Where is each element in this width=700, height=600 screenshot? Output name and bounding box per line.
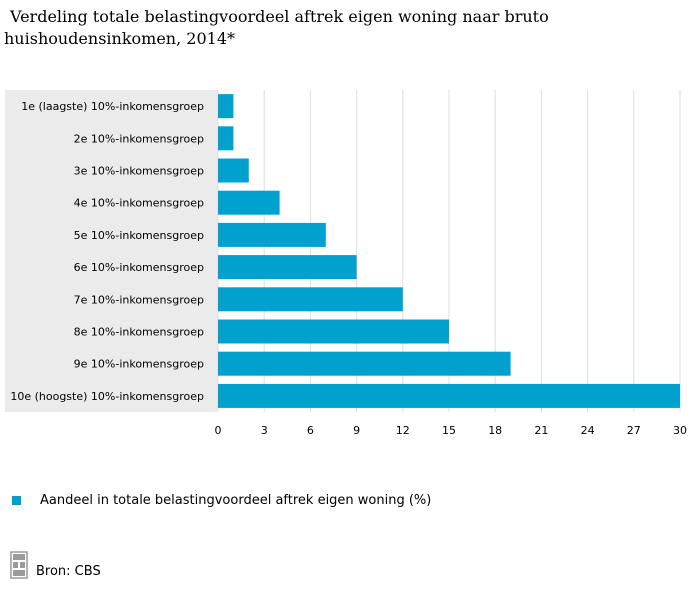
bar bbox=[218, 126, 234, 151]
cbs-logo-icon bbox=[10, 551, 28, 579]
x-tick-label: 6 bbox=[307, 424, 314, 437]
legend-swatch bbox=[12, 496, 21, 505]
bar bbox=[218, 158, 249, 183]
bar bbox=[218, 319, 449, 344]
bar bbox=[218, 190, 280, 215]
legend: Aandeel in totale belastingvoordeel aftr… bbox=[12, 493, 431, 508]
chart-title: Verdeling totale belastingvoordeel aftre… bbox=[4, 6, 604, 50]
chart-title-line-2: huishoudensinkomen, 2014* bbox=[4, 29, 235, 48]
source: Bron: CBS bbox=[10, 551, 101, 579]
x-tick-label: 24 bbox=[581, 424, 595, 437]
x-tick-label: 15 bbox=[442, 424, 456, 437]
x-tick-label: 27 bbox=[627, 424, 641, 437]
category-label: 1e (laagste) 10%-inkomensgroep bbox=[21, 100, 204, 113]
x-tick-label: 30 bbox=[673, 424, 687, 437]
category-label: 2e 10%-inkomensgroep bbox=[74, 132, 204, 145]
bar bbox=[218, 94, 234, 119]
bar bbox=[218, 351, 511, 376]
category-label: 5e 10%-inkomensgroep bbox=[74, 229, 204, 242]
category-label: 7e 10%-inkomensgroep bbox=[74, 293, 204, 306]
x-tick-label: 9 bbox=[353, 424, 360, 437]
bar bbox=[218, 222, 326, 247]
category-label: 3e 10%-inkomensgroep bbox=[74, 165, 204, 178]
bar-chart: 1e (laagste) 10%-inkomensgroep 2e 10%-ink… bbox=[5, 90, 687, 437]
bar bbox=[218, 383, 680, 408]
x-tick-label: 3 bbox=[261, 424, 268, 437]
category-label: 9e 10%-inkomensgroep bbox=[74, 358, 204, 371]
x-tick-label: 18 bbox=[488, 424, 502, 437]
x-tick-label: 21 bbox=[534, 424, 548, 437]
category-label: 8e 10%-inkomensgroep bbox=[74, 326, 204, 339]
x-tick-label: 12 bbox=[396, 424, 410, 437]
bar bbox=[218, 255, 357, 280]
bar bbox=[218, 287, 403, 312]
x-tick-label: 0 bbox=[215, 424, 222, 437]
category-label: 10e (hoogste) 10%-inkomensgroep bbox=[10, 390, 204, 403]
category-label-panel bbox=[5, 90, 218, 412]
category-label: 6e 10%-inkomensgroep bbox=[74, 261, 204, 274]
source-label: Bron: CBS bbox=[36, 564, 101, 579]
category-label: 4e 10%-inkomensgroep bbox=[74, 197, 204, 210]
legend-label: Aandeel in totale belastingvoordeel aftr… bbox=[40, 493, 432, 508]
chart-title-line-1: Verdeling totale belastingvoordeel aftre… bbox=[10, 7, 549, 26]
